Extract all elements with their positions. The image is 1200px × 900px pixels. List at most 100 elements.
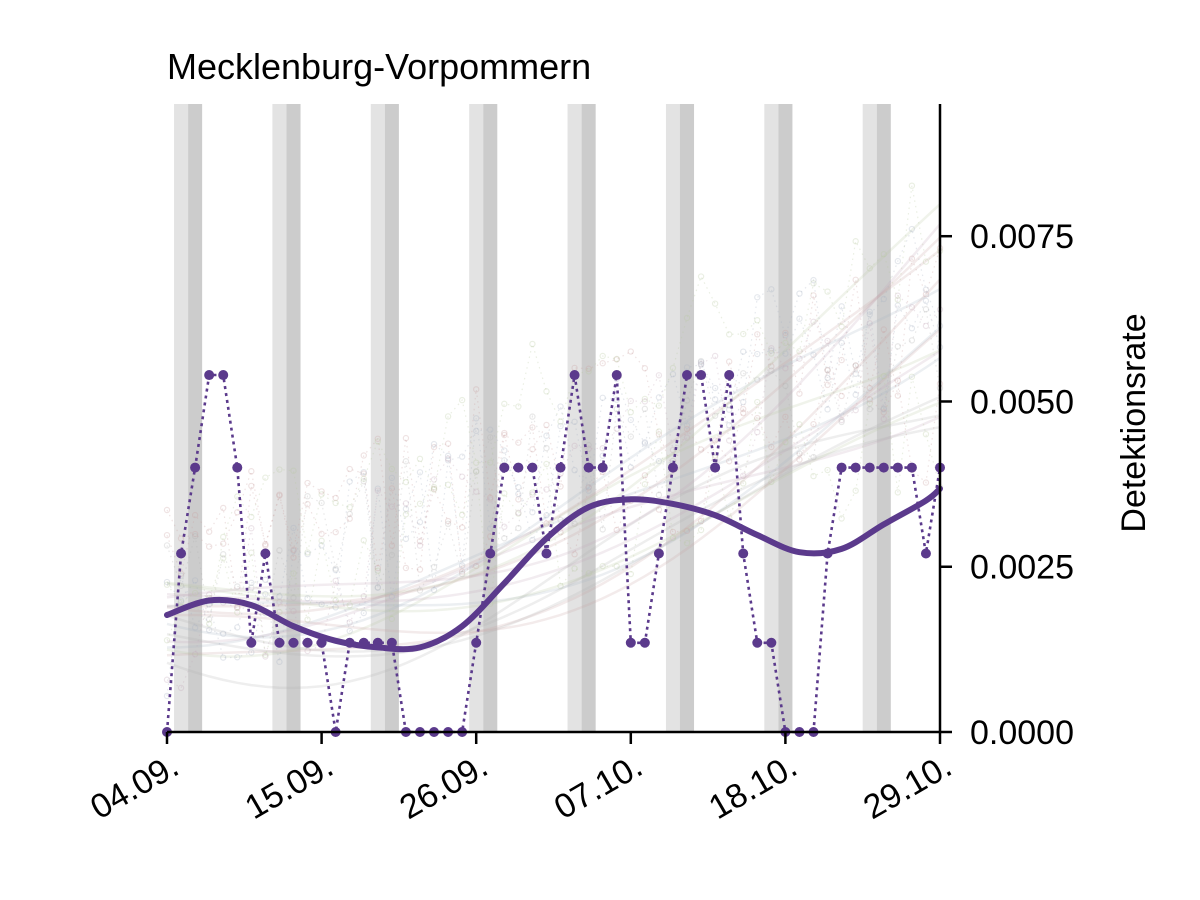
background-point — [346, 510, 353, 518]
daily-rate-point — [752, 637, 763, 648]
background-point — [529, 446, 536, 453]
background-point — [220, 554, 227, 562]
daily-rate-point — [288, 637, 299, 648]
background-point — [922, 258, 930, 265]
background-point — [641, 405, 649, 413]
background-point — [374, 584, 382, 591]
background-point — [473, 467, 480, 475]
background-point — [571, 565, 578, 572]
background-point — [894, 296, 902, 304]
background-point — [458, 453, 466, 460]
daily-rate-point — [878, 462, 889, 473]
background-region-line — [166, 395, 941, 658]
background-point — [852, 362, 859, 369]
background-point — [571, 418, 578, 426]
background-point — [444, 457, 452, 464]
background-point — [220, 654, 227, 661]
background-region-lines — [163, 182, 944, 700]
background-point — [501, 431, 508, 439]
background-point — [711, 300, 719, 307]
background-point — [725, 331, 733, 338]
x-tick-label: 15.09. — [239, 747, 340, 827]
background-point — [669, 528, 677, 536]
background-point — [683, 425, 691, 433]
background-point — [557, 582, 564, 590]
background-point — [796, 450, 803, 457]
background-point — [655, 457, 663, 465]
background-point — [360, 609, 367, 617]
background-point — [276, 491, 283, 498]
background-point — [374, 567, 382, 574]
weekend-band-sunday — [876, 104, 891, 732]
weekend-band-saturday — [469, 104, 484, 732]
background-point — [515, 509, 522, 517]
background-point — [796, 315, 803, 322]
background-point — [262, 576, 269, 584]
background-point — [697, 526, 705, 534]
background-dotted-line — [166, 299, 941, 635]
weekend-band-saturday — [567, 104, 582, 732]
background-point — [332, 528, 339, 536]
background-point — [866, 308, 873, 315]
background-point — [599, 360, 606, 367]
background-point — [487, 496, 494, 503]
background-point — [515, 496, 522, 503]
background-point — [444, 413, 452, 420]
background-point — [458, 473, 466, 480]
daily-rate-point — [667, 462, 678, 473]
background-point — [599, 352, 606, 360]
background-point — [543, 486, 550, 493]
background-point — [810, 318, 817, 325]
background-point — [725, 437, 733, 444]
x-tick-label: 26.09. — [393, 747, 494, 827]
background-point — [782, 365, 789, 372]
background-point — [740, 330, 747, 338]
background-point — [501, 429, 508, 437]
x-tick-label: 18.10. — [703, 747, 804, 827]
background-point — [866, 320, 873, 327]
background-point — [669, 534, 677, 542]
background-point — [627, 408, 635, 416]
background-point — [529, 340, 536, 348]
background-point — [262, 651, 269, 659]
weekend-band-sunday — [679, 104, 695, 732]
background-point — [754, 428, 761, 436]
background-point — [501, 447, 508, 454]
background-region-line — [166, 414, 941, 690]
background-point — [852, 391, 859, 398]
background-point — [374, 435, 382, 443]
background-point — [908, 255, 916, 262]
background-point — [388, 551, 396, 559]
background-point — [444, 517, 452, 525]
background-point — [458, 396, 466, 404]
background-point — [473, 468, 480, 475]
background-point — [908, 373, 916, 380]
background-point — [571, 520, 578, 527]
background-point — [205, 528, 213, 535]
background-point — [360, 537, 367, 544]
background-point — [374, 487, 382, 494]
background-point — [248, 584, 255, 591]
background-point — [332, 577, 339, 585]
background-point — [908, 325, 916, 332]
background-point — [880, 406, 887, 413]
daily-rate-point — [176, 548, 187, 559]
background-point — [824, 406, 831, 413]
background-point — [543, 444, 550, 452]
daily-rate-point — [274, 637, 285, 648]
background-point — [360, 475, 367, 482]
background-point — [318, 530, 325, 538]
background-point — [782, 331, 789, 339]
background-point — [276, 608, 283, 616]
background-point — [768, 363, 775, 370]
background-point — [683, 364, 691, 371]
background-point — [529, 489, 536, 496]
daily-rate-point — [766, 637, 777, 648]
background-point — [922, 297, 930, 305]
background-point — [346, 627, 353, 635]
background-point — [501, 490, 508, 497]
daily-rate-point — [892, 462, 903, 473]
background-point — [740, 409, 747, 417]
background-point — [304, 492, 311, 500]
background-point — [473, 459, 480, 466]
